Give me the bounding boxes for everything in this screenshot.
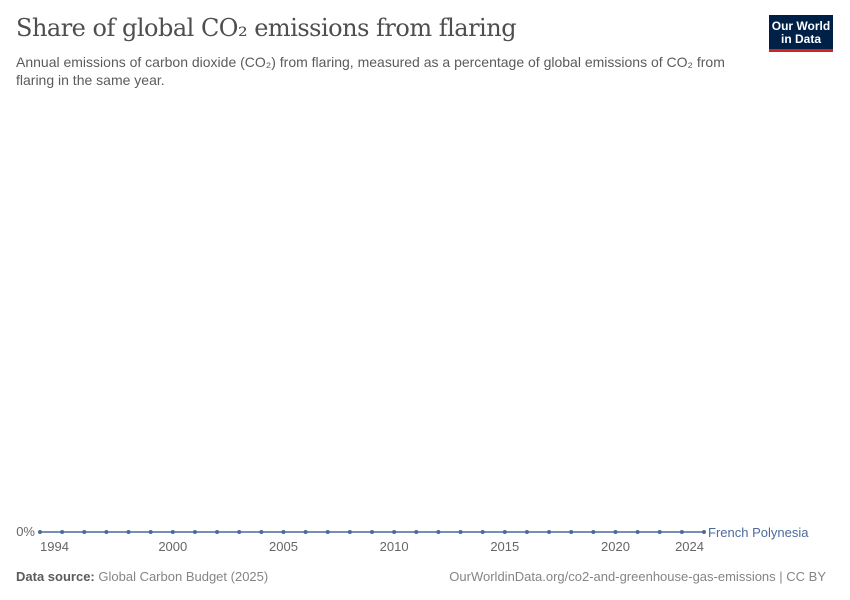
data-point xyxy=(192,530,197,534)
data-point xyxy=(547,530,552,534)
data-point xyxy=(325,530,330,534)
data-point xyxy=(82,530,87,534)
data-source: Data source: Global Carbon Budget (2025) xyxy=(16,569,269,584)
x-tick-label: 1994 xyxy=(40,539,69,554)
data-point xyxy=(702,530,706,534)
data-point xyxy=(170,530,175,534)
data-point xyxy=(303,530,308,534)
chart-title: Share of global CO₂ emissions from flari… xyxy=(16,14,517,42)
data-point xyxy=(635,530,640,534)
x-tick-label: 2020 xyxy=(601,539,630,554)
data-point xyxy=(104,530,109,534)
data-point xyxy=(126,530,131,534)
data-point xyxy=(414,530,419,534)
y-tick-label: 0% xyxy=(16,524,35,539)
data-point xyxy=(259,530,264,534)
data-point xyxy=(569,530,574,534)
data-point xyxy=(392,530,397,534)
data-point xyxy=(60,530,65,534)
data-point xyxy=(237,530,242,534)
data-point xyxy=(436,530,441,534)
x-tick-label: 2010 xyxy=(380,539,409,554)
data-point xyxy=(458,530,463,534)
owid-logo[interactable]: Our World in Data xyxy=(769,15,833,52)
data-source-link[interactable]: Global Carbon Budget (2025) xyxy=(98,569,269,584)
data-point xyxy=(679,530,684,534)
data-point xyxy=(524,530,529,534)
data-point xyxy=(657,530,662,534)
x-tick-label: 2005 xyxy=(269,539,298,554)
data-point xyxy=(347,530,352,534)
data-point xyxy=(480,530,485,534)
series-label: French Polynesia xyxy=(708,525,809,540)
x-tick-label: 2000 xyxy=(158,539,187,554)
data-point xyxy=(281,530,286,534)
x-tick-label: 2024 xyxy=(675,539,704,554)
data-point xyxy=(502,530,507,534)
chart-subtitle: Annual emissions of carbon dioxide (CO₂)… xyxy=(16,54,725,88)
x-tick-label: 2015 xyxy=(490,539,519,554)
source-url[interactable]: OurWorldinData.org/co2-and-greenhouse-ga… xyxy=(449,569,826,584)
data-point xyxy=(613,530,618,534)
data-point xyxy=(148,530,153,534)
data-point xyxy=(370,530,374,534)
data-point xyxy=(215,530,220,534)
data-point xyxy=(38,530,42,534)
data-point xyxy=(591,530,596,534)
